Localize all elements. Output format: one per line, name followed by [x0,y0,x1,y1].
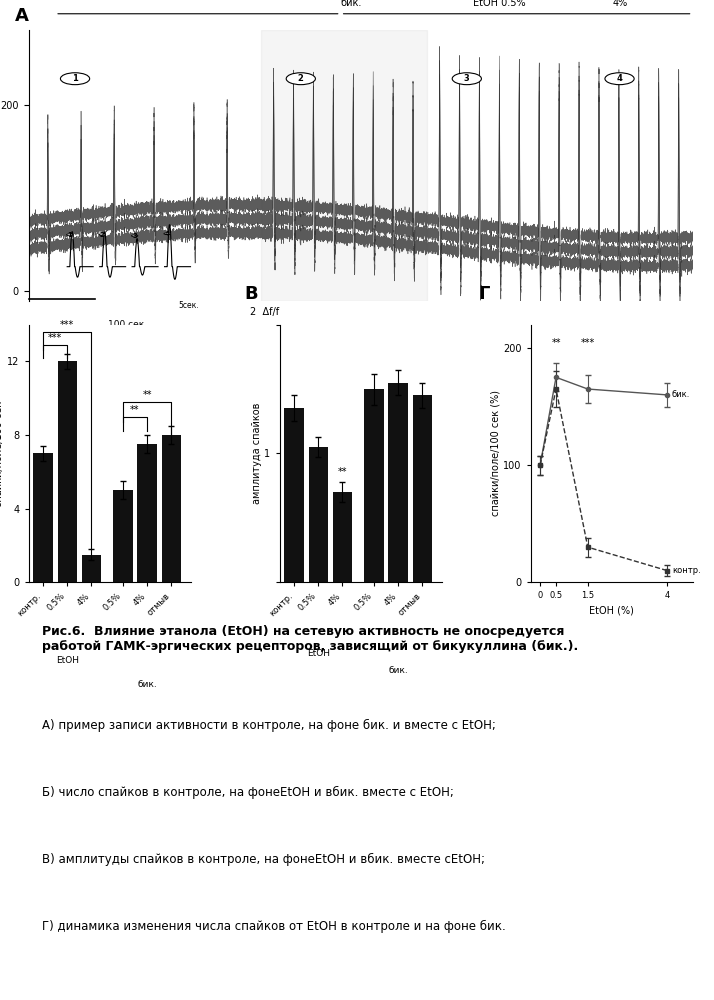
Text: **: ** [551,338,560,348]
Bar [58,361,77,582]
Y-axis label: спайки/поле/100 сек (%): спайки/поле/100 сек (%) [491,390,501,516]
Text: А) пример записи активности в контроле, на фоне бик. и вместе с EtOH;: А) пример записи активности в контроле, … [42,718,496,732]
Bar [388,383,408,582]
Text: EtOH 0.5%: EtOH 0.5% [473,0,526,8]
Text: ***: *** [60,320,74,330]
Circle shape [164,233,171,235]
Text: 2: 2 [100,232,105,238]
Text: EtOH: EtOH [56,656,79,665]
Bar [113,490,133,582]
Text: 2  Δf/f: 2 Δf/f [251,307,280,317]
Text: **: ** [338,467,347,477]
Text: Б) число спайков в контроле, на фонеEtOH и вбик. вместе с EtOH;: Б) число спайков в контроле, на фонеEtOH… [42,786,453,799]
Text: В) амплитуды спайков в контроле, на фонеEtOH и вбик. вместе сEtOH;: В) амплитуды спайков в контроле, на фоне… [42,853,485,866]
Text: бик.: бик. [341,0,362,8]
Bar [284,408,303,582]
Text: 4%: 4% [613,0,628,8]
Text: 3: 3 [464,74,470,83]
Text: EtOH 0.5%: EtOH 0.5% [80,335,121,344]
Text: EtOH: EtOH [307,649,330,658]
Bar [308,447,328,582]
Circle shape [131,235,138,237]
Text: 3: 3 [132,233,137,239]
Text: 2: 2 [298,74,303,83]
Text: **: ** [142,390,152,400]
Circle shape [61,73,90,85]
Text: Рис.6.  Влияние этанола (EtOH) на сетевую активность не опосредуется
работой ГАМ: Рис.6. Влияние этанола (EtOH) на сетевую… [42,625,578,653]
Y-axis label: амплитуда спайков: амплитуда спайков [251,403,261,504]
Bar [81,555,101,582]
Text: 5сек.: 5сек. [178,301,199,310]
Text: бик.: бик. [388,666,408,675]
Text: А: А [15,7,29,25]
Bar [261,30,427,301]
Text: 4: 4 [617,74,623,83]
Text: ***: *** [580,338,595,348]
Circle shape [66,234,73,236]
Bar [364,389,383,582]
Text: контр.: контр. [672,566,700,575]
Circle shape [605,73,634,85]
Text: **: ** [130,405,140,415]
Text: 1: 1 [72,74,78,83]
Circle shape [286,73,316,85]
Bar [333,492,352,582]
Text: бик.: бик. [137,680,157,689]
Text: 1: 1 [67,232,72,238]
Circle shape [99,234,106,236]
Text: В: В [244,285,258,303]
Text: ***: *** [48,333,62,343]
Text: 100 сек.: 100 сек. [109,320,147,329]
Bar [413,395,432,582]
Bar [161,435,181,582]
Text: 4%: 4% [158,335,169,344]
Text: бик.: бик. [672,390,690,399]
Text: 4: 4 [165,231,170,237]
Y-axis label: спайки/поле/100 сек: спайки/поле/100 сек [0,400,4,507]
Circle shape [452,73,481,85]
Text: Г: Г [479,285,491,303]
Bar [34,453,53,582]
Bar [137,444,156,582]
Text: Г) динамика изменения числа спайков от EtOH в контроле и на фоне бик.: Г) динамика изменения числа спайков от E… [42,920,506,933]
X-axis label: EtOH (%): EtOH (%) [589,606,634,616]
